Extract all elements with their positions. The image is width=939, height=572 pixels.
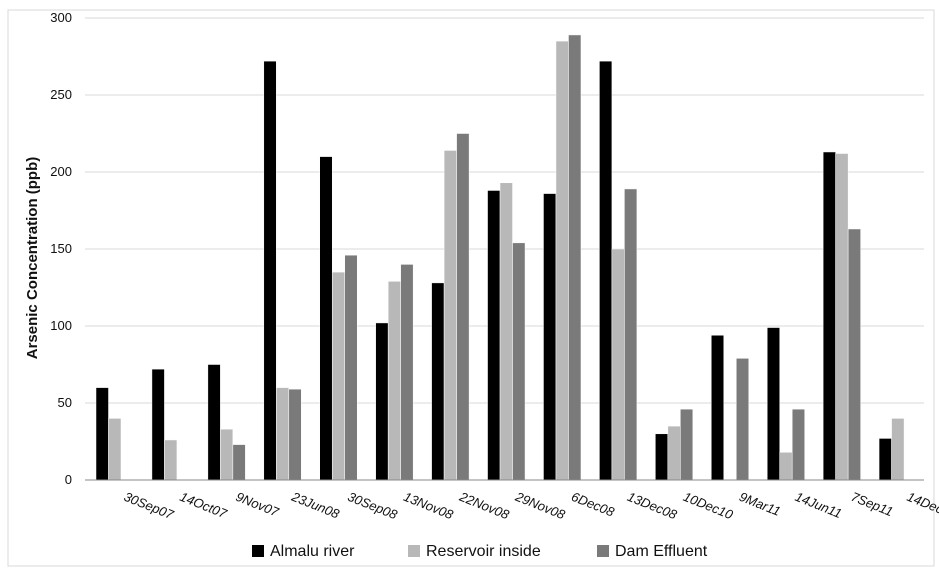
legend: Almalu river Reservoir inside Dam Effluent bbox=[252, 543, 708, 560]
bar-dam-effluent bbox=[456, 133, 470, 481]
y-axis-title: Arsenic Concentration (ppb) bbox=[24, 157, 41, 360]
bar-almalu-river bbox=[207, 364, 221, 481]
y-tick-label: 200 bbox=[50, 164, 72, 179]
bar-dam-effluent bbox=[791, 408, 805, 481]
bar-almalu-river bbox=[655, 433, 669, 481]
bar-dam-effluent bbox=[400, 264, 414, 481]
x-tick-label: 22Nov08 bbox=[457, 488, 513, 522]
bars bbox=[95, 34, 905, 481]
y-tick-label: 300 bbox=[50, 10, 72, 25]
x-tick-label: 13Nov08 bbox=[402, 489, 457, 523]
bar-almalu-river bbox=[711, 334, 725, 481]
bar-reservoir-inside bbox=[220, 428, 234, 481]
bar-almalu-river bbox=[766, 327, 780, 481]
bar-dam-effluent bbox=[680, 408, 694, 481]
legend-swatch bbox=[597, 545, 609, 557]
legend-label: Reservoir inside bbox=[426, 543, 541, 560]
x-tick-label: 7Sep11 bbox=[849, 489, 895, 519]
bar-almalu-river bbox=[95, 387, 109, 481]
bar-reservoir-inside bbox=[499, 182, 513, 481]
x-tick-label: 9Nov07 bbox=[234, 489, 282, 520]
x-tick-label: 30Sep08 bbox=[346, 489, 401, 523]
y-tick-label: 250 bbox=[50, 87, 72, 102]
bar-almalu-river bbox=[487, 190, 501, 481]
bar-almalu-river bbox=[431, 282, 445, 481]
bar-reservoir-inside bbox=[164, 439, 178, 481]
x-tick-label: 23Jun08 bbox=[289, 488, 343, 521]
y-tick-label: 150 bbox=[50, 241, 72, 256]
bar-dam-effluent bbox=[232, 444, 246, 481]
bar-almalu-river bbox=[599, 60, 613, 481]
bar-reservoir-inside bbox=[276, 387, 290, 481]
y-tick-label: 50 bbox=[58, 395, 72, 410]
x-tick-label: 9Mar11 bbox=[737, 489, 783, 519]
y-tick-label: 0 bbox=[65, 472, 72, 487]
bar-reservoir-inside bbox=[331, 271, 345, 481]
bar-dam-effluent bbox=[568, 34, 582, 481]
bar-dam-effluent bbox=[736, 358, 750, 481]
bar-reservoir-inside bbox=[611, 248, 625, 481]
bar-almalu-river bbox=[375, 322, 389, 481]
bar-reservoir-inside bbox=[387, 281, 401, 481]
bar-almalu-river bbox=[263, 60, 277, 481]
x-tick-label: 13Dec08 bbox=[625, 489, 680, 523]
bar-dam-effluent bbox=[624, 188, 638, 481]
bar-almalu-river bbox=[319, 156, 333, 481]
bar-almalu-river bbox=[151, 368, 165, 481]
legend-swatch bbox=[252, 545, 264, 557]
bar-reservoir-inside bbox=[443, 150, 457, 481]
bar-reservoir-inside bbox=[108, 418, 122, 481]
bar-almalu-river bbox=[543, 193, 557, 481]
x-tick-label: 10Dec10 bbox=[681, 489, 736, 523]
y-tick-label: 100 bbox=[50, 318, 72, 333]
bar-dam-effluent bbox=[288, 388, 302, 481]
bar-reservoir-inside bbox=[835, 153, 849, 481]
bar-reservoir-inside bbox=[667, 425, 681, 481]
bar-almalu-river bbox=[822, 151, 836, 481]
bar-reservoir-inside bbox=[555, 40, 569, 481]
legend-label: Dam Effluent bbox=[615, 543, 708, 560]
legend-item: Dam Effluent bbox=[597, 543, 708, 560]
bar-dam-effluent bbox=[847, 228, 861, 481]
legend-item: Reservoir inside bbox=[408, 543, 541, 560]
bar-reservoir-inside bbox=[779, 452, 793, 481]
legend-label: Almalu river bbox=[270, 543, 355, 560]
bar-reservoir-inside bbox=[891, 418, 905, 481]
bar-dam-effluent bbox=[512, 242, 526, 481]
x-tick-label: 14Oct07 bbox=[178, 489, 230, 522]
legend-swatch bbox=[408, 545, 420, 557]
legend-item: Almalu river bbox=[252, 543, 355, 560]
bar-dam-effluent bbox=[344, 254, 358, 481]
chart-border bbox=[7, 9, 935, 567]
x-tick-label: 14Jun11 bbox=[793, 489, 844, 521]
x-tick-label: 29Nov08 bbox=[512, 488, 568, 522]
bar-almalu-river bbox=[878, 438, 892, 481]
x-tick-label: 30Sep07 bbox=[122, 489, 177, 523]
x-tick-label: 6Dec08 bbox=[569, 489, 617, 520]
y-tick-labels: 0 50 100 150 200 250 300 bbox=[50, 10, 72, 487]
x-tick-labels: 30Sep07 14Oct07 9Nov07 23Jun08 30Sep08 13Nov0… bbox=[122, 488, 939, 522]
